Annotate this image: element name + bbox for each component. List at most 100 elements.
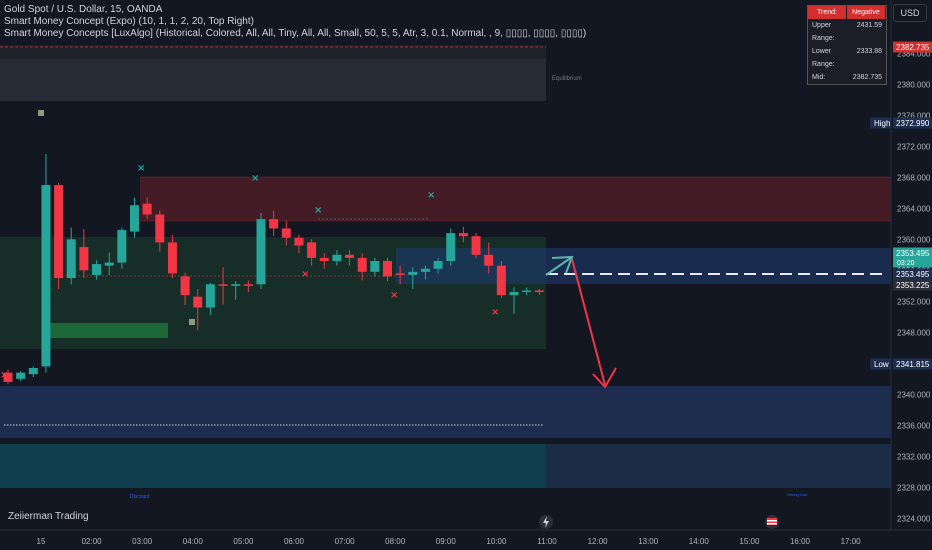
candle-body (28, 367, 38, 375)
time-tick-label: 13:00 (638, 537, 659, 546)
candle-body (458, 233, 468, 237)
watermark-text: Zeiierman Trading (8, 511, 89, 522)
projection-up-line (545, 256, 573, 276)
price-tick-label: 2384.000 (897, 49, 931, 58)
candle-body (16, 372, 26, 379)
swing-high-marker: × (427, 190, 435, 201)
price-ticks: 2384.000 2380.000 2376.000 2372.000 2368.000… (897, 49, 931, 523)
high-square-marker (38, 110, 44, 116)
candle-body (231, 284, 241, 286)
candle-body (332, 254, 342, 262)
row-value: 2431.59 (856, 22, 882, 29)
price-badge-value: 2353.495 (896, 270, 930, 279)
row-value: 2333.88 (856, 48, 882, 55)
candle-body (471, 236, 481, 255)
price-badge (893, 268, 932, 280)
trend-row-lower: Lower Range: 2333.88 (808, 45, 886, 71)
candle-body (205, 284, 215, 308)
time-tick-label: 04:00 (183, 537, 204, 546)
chart-legend: Gold Spot / U.S. Dollar, 15, OANDA Smart… (4, 4, 586, 40)
trend-header-value: Negative (847, 6, 886, 19)
candle-body (92, 264, 102, 275)
price-badge (893, 41, 932, 53)
price-tick-label: 2348.000 (897, 328, 931, 337)
candle-body (3, 372, 13, 382)
candle-body (167, 242, 177, 274)
candle-body (319, 257, 329, 262)
price-tick-label: 2328.000 (897, 483, 931, 492)
time-tick-label: 07:00 (335, 537, 356, 546)
row-label: Lower Range: (812, 48, 835, 68)
price-tick-label: 2352.000 (897, 297, 931, 306)
indicator-smc-luxalgo[interactable]: Smart Money Concepts [LuxAlgo] (Historic… (4, 28, 587, 39)
candle-body (269, 219, 279, 229)
price-tick-label: 2324.000 (897, 514, 931, 523)
price-tick-label: 2372.000 (897, 142, 931, 151)
time-tick-label: 08:00 (385, 537, 406, 546)
candle-body (433, 261, 443, 269)
time-tick-label: 15:00 (739, 537, 760, 546)
candle-body (294, 237, 304, 246)
trend-header-label: Trend: (808, 6, 847, 19)
candle-body (370, 261, 380, 272)
time-tick-label: 12:00 (588, 537, 609, 546)
price-tick-label: 2336.000 (897, 421, 931, 430)
time-tick-label: 14:00 (689, 537, 710, 546)
candle-body (243, 284, 253, 286)
row-label: Upper Range: (812, 22, 835, 42)
discount-zone-teal (0, 444, 546, 488)
strong-low-label: Strong Low (787, 492, 807, 497)
symbol-title[interactable]: Gold Spot / U.S. Dollar, 15, OANDA (4, 4, 163, 15)
candle-body (345, 254, 355, 258)
price-tick-label: 2376.000 (897, 111, 931, 120)
price-badge (893, 117, 932, 129)
time-tick-label: 16:00 (790, 537, 811, 546)
candle-body (395, 273, 405, 275)
swing-markers: × × × × × × × × (0, 163, 499, 381)
swing-low-marker: × (0, 370, 8, 381)
candle-body (117, 230, 127, 263)
candle-body (420, 268, 430, 272)
currency-selector[interactable]: USD (893, 4, 927, 22)
time-tick-label: 09:00 (436, 537, 457, 546)
premium-zone-top (0, 45, 546, 59)
candle-body (180, 276, 190, 296)
bullish-order-block (46, 323, 168, 338)
candle-body (307, 242, 317, 258)
price-badge-countdown: 03:20 (897, 260, 915, 267)
candle-body (383, 261, 392, 277)
price-badge (893, 279, 932, 291)
projection-down-arrowhead (592, 367, 617, 389)
candle-body (193, 296, 203, 308)
price-badge-tag-bg (870, 358, 891, 370)
time-tick-label: 10:00 (486, 537, 507, 546)
candle-body (130, 205, 139, 232)
candle-body (408, 271, 418, 275)
candle-body (534, 290, 544, 293)
projection-up-arrowhead (551, 255, 574, 274)
row-label: Mid: (812, 74, 826, 81)
price-tick-label: 2332.000 (897, 452, 931, 461)
candle-body (256, 219, 266, 285)
candle-body (155, 214, 165, 243)
low-square-marker (189, 319, 195, 325)
time-tick-label: 17:00 (841, 537, 862, 546)
projection-arrows (545, 255, 617, 389)
discount-label: Discount (130, 494, 150, 500)
lightning-icon[interactable] (539, 515, 553, 529)
time-tick-label: 03:00 (132, 537, 153, 546)
indicator-smc-expo[interactable]: Smart Money Concept (Expo) (10, 1, 1, 2,… (4, 16, 254, 27)
swing-high-marker: × (314, 205, 322, 216)
row-value: 2382.735 (852, 74, 882, 81)
candle-body (79, 247, 89, 271)
candle-body (509, 292, 519, 296)
supply-zone (140, 177, 891, 221)
candle-body (66, 239, 76, 279)
price-tick-label: 2380.000 (897, 80, 931, 89)
swing-low-marker: × (301, 269, 309, 280)
flag-icon[interactable] (765, 515, 779, 529)
price-badge-tag-bg (870, 117, 891, 129)
time-axis[interactable]: 15 02:00 03:00 04:00 05:00 06:00 07:00 08:00 09:… (37, 537, 862, 546)
candle-body (104, 262, 114, 266)
